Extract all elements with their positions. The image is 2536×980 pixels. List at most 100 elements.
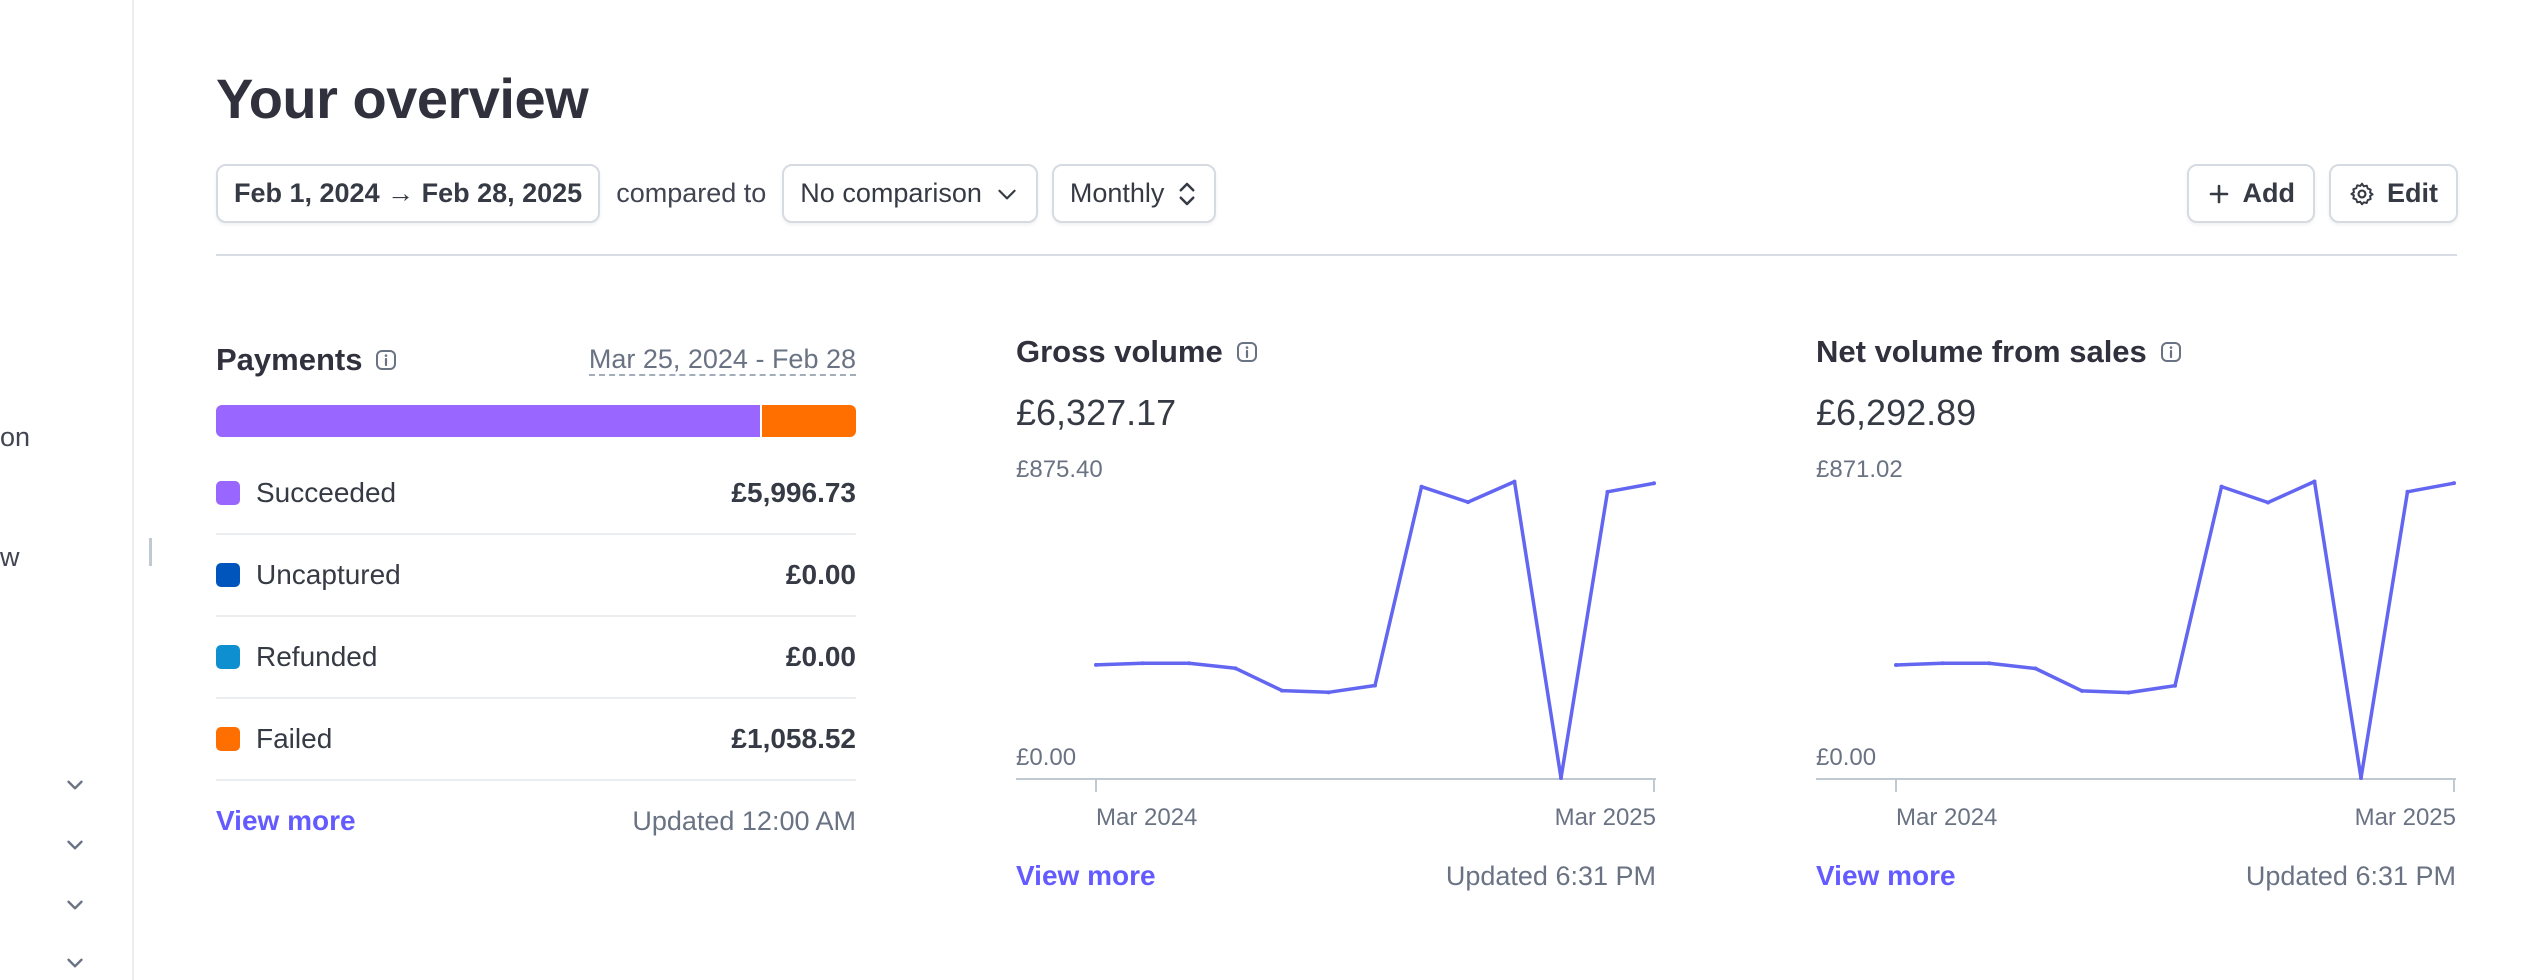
view-more-link[interactable]: View more xyxy=(1016,860,1156,891)
status-left: Uncaptured xyxy=(216,559,401,591)
data-point xyxy=(2080,688,2084,693)
add-label: Add xyxy=(2242,178,2295,208)
data-point xyxy=(2312,479,2317,484)
data-point xyxy=(1140,661,1145,666)
status-row-uncaptured[interactable]: Uncaptured £0.00 xyxy=(216,535,856,617)
view-more-link[interactable]: View more xyxy=(1816,860,1956,891)
payments-card: Payments Mar 25, 2024 - Feb 28 Succeeded… xyxy=(216,340,856,861)
status-row-failed[interactable]: Failed £1,058.52 xyxy=(216,699,856,781)
data-point xyxy=(2359,776,2363,780)
status-swatch xyxy=(216,727,240,751)
data-point xyxy=(1605,489,1610,494)
y-tick-label: £871.02 xyxy=(1816,456,1903,483)
data-point xyxy=(2452,481,2456,486)
data-point xyxy=(1187,661,1191,666)
data-point xyxy=(1233,666,1238,671)
data-point xyxy=(1987,661,1991,666)
payments-status-bar xyxy=(216,405,856,437)
x-tick-label: Mar 2025 xyxy=(1554,804,1656,831)
data-point xyxy=(2173,683,2177,688)
gross-volume-card: Gross volume £6,327.17 £875.40 £0.00 Mar… xyxy=(1016,332,1656,906)
y-tick-label: £0.00 xyxy=(1016,744,1077,771)
data-point xyxy=(1466,500,1470,505)
status-value: £1,058.52 xyxy=(731,723,856,754)
date-range-picker[interactable]: Feb 1, 2024 → Feb 28, 2025 xyxy=(216,164,601,223)
chevron-down-icon[interactable] xyxy=(62,892,88,918)
sidebar-item-label[interactable]: w xyxy=(0,542,20,572)
info-icon[interactable] xyxy=(374,348,398,372)
updated-timestamp: Updated 6:31 PM xyxy=(2245,860,2456,891)
info-icon[interactable] xyxy=(2159,340,2183,364)
date-range-label: Feb 1, 2024 → Feb 28, 2025 xyxy=(234,178,583,208)
net-volume-card: Net volume from sales £6,292.89 £871.02 … xyxy=(1816,332,2456,906)
compared-to-label: compared to xyxy=(616,178,767,208)
sidebar: on w xyxy=(0,0,134,980)
sidebar-item-label[interactable]: on xyxy=(0,422,31,452)
data-point xyxy=(1326,690,1331,695)
chevron-down-icon[interactable] xyxy=(62,772,88,798)
status-left: Succeeded xyxy=(216,477,396,509)
data-point xyxy=(2266,500,2270,505)
payments-title-text: Payments xyxy=(216,342,363,377)
up-down-chevron-icon xyxy=(1179,182,1195,205)
status-label: Uncaptured xyxy=(256,559,401,590)
status-swatch xyxy=(216,645,240,669)
data-point xyxy=(2219,484,2224,489)
data-point xyxy=(1280,688,1284,693)
chevron-down-icon[interactable] xyxy=(62,832,88,858)
chevron-down-icon[interactable] xyxy=(62,950,88,976)
data-point xyxy=(1373,683,1377,688)
metric-title: Net volume from sales xyxy=(1816,332,2456,372)
comparison-select[interactable]: No comparison xyxy=(782,164,1038,223)
sidebar-scroll-indicator xyxy=(149,538,152,566)
payments-title: Payments xyxy=(216,342,398,378)
header-divider xyxy=(216,254,2457,256)
add-button[interactable]: Add xyxy=(2186,164,2315,223)
data-point xyxy=(2405,489,2410,494)
x-tick-label: Mar 2024 xyxy=(1096,804,1198,831)
view-more-link[interactable]: View more xyxy=(216,805,356,836)
status-label: Failed xyxy=(256,723,333,754)
payments-date-range[interactable]: Mar 25, 2024 - Feb 28 xyxy=(588,344,856,376)
data-point xyxy=(1512,479,1517,484)
status-bar-segment-succeeded[interactable] xyxy=(216,405,760,437)
interval-select[interactable]: Monthly xyxy=(1051,164,1217,223)
status-swatch xyxy=(216,481,240,505)
status-swatch xyxy=(216,563,240,587)
plus-icon xyxy=(2209,184,2228,203)
edit-button[interactable]: Edit xyxy=(2329,164,2458,223)
series-line xyxy=(1895,479,2455,780)
status-bar-segment-failed[interactable] xyxy=(760,405,856,437)
data-point xyxy=(2033,666,2038,671)
line-chart-svg xyxy=(1816,479,2456,792)
interval-value: Monthly xyxy=(1069,178,1165,208)
x-tick-label: Mar 2025 xyxy=(2354,804,2456,831)
payments-status-list: Succeeded £5,996.73 Uncaptured £0.00 Refunde… xyxy=(216,453,856,781)
edit-label: Edit xyxy=(2387,178,2438,208)
x-tick-label: Mar 2024 xyxy=(1896,804,1998,831)
status-row-succeeded[interactable]: Succeeded £5,996.73 xyxy=(216,453,856,535)
net-volume-chart[interactable]: £871.02 £0.00 Mar 2024 Mar 2025 xyxy=(1816,454,2456,846)
metric-value: £6,327.17 xyxy=(1016,392,1177,433)
filter-bar: Feb 1, 2024 → Feb 28, 2025 compared to N… xyxy=(216,164,1217,223)
data-point xyxy=(1094,662,1098,667)
header-actions: Add Edit xyxy=(2186,164,2458,223)
data-point xyxy=(1652,481,1656,486)
status-row-refunded[interactable]: Refunded £0.00 xyxy=(216,617,856,699)
updated-timestamp: Updated 6:31 PM xyxy=(1445,860,1656,891)
status-label: Succeeded xyxy=(256,477,397,508)
comparison-value: No comparison xyxy=(800,178,982,208)
data-point xyxy=(2126,690,2131,695)
status-value: £5,996.73 xyxy=(731,477,856,508)
status-value: £0.00 xyxy=(785,559,856,590)
metric-title-text: Net volume from sales xyxy=(1816,334,2147,369)
metric-title-text: Gross volume xyxy=(1016,334,1223,369)
info-icon[interactable] xyxy=(1235,340,1259,364)
chevron-down-icon xyxy=(998,189,1016,199)
data-point xyxy=(1419,484,1424,489)
updated-timestamp: Updated 12:00 AM xyxy=(632,805,856,836)
data-point xyxy=(1559,776,1563,780)
gross-volume-chart[interactable]: £875.40 £0.00 Mar 2024 Mar 2025 xyxy=(1016,454,1656,846)
status-value: £0.00 xyxy=(785,641,856,672)
y-tick-label: £0.00 xyxy=(1816,744,1877,771)
